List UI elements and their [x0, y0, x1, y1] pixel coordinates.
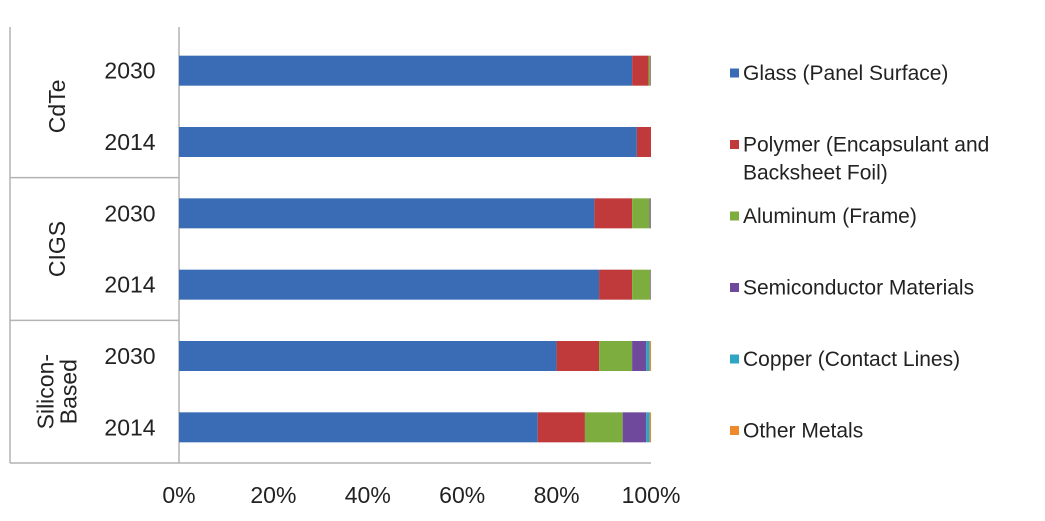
legend-label-line: Semiconductor Materials: [743, 277, 974, 300]
bar-segment: [179, 269, 600, 300]
bar-segment: [594, 198, 633, 229]
bar-segment: [632, 55, 649, 86]
year-tick-label: 2014: [104, 129, 155, 155]
legend-label-line: Backsheet Foil): [743, 162, 888, 185]
group-label-line: CIGS: [44, 221, 70, 277]
year-tick-label: 2014: [104, 272, 155, 298]
bar-segment: [649, 341, 651, 371]
bar-segment: [632, 269, 651, 300]
bar-segment: [648, 55, 651, 86]
bar-segment: [646, 341, 650, 371]
bar-segment: [646, 412, 650, 443]
bar-segment: [179, 127, 637, 157]
x-tick-label: 100%: [622, 482, 681, 508]
bar-segment: [584, 412, 623, 443]
legend-swatch: [730, 354, 739, 364]
legend-label: Other Metals: [743, 420, 863, 443]
bar-segment: [537, 412, 585, 443]
legend-label: Glass (Panel Surface): [743, 62, 948, 85]
group-label-line: CdTe: [44, 79, 70, 133]
bar-segment: [649, 198, 651, 229]
bar-segment: [599, 341, 633, 371]
legend-label: Copper (Contact Lines): [743, 348, 960, 371]
legend-swatch: [730, 140, 739, 149]
x-tick-label: 80%: [534, 482, 580, 508]
group-label: CIGS: [44, 221, 70, 277]
legend-label: Semiconductor Materials: [743, 277, 974, 300]
legend-label-line: Copper (Contact Lines): [743, 348, 960, 371]
bar-segment: [622, 412, 647, 443]
bar-segment: [179, 55, 633, 86]
group-label-line: Silicon-: [33, 354, 59, 429]
legend-swatch: [730, 426, 739, 435]
legend-swatch: [730, 211, 739, 221]
group-label-line: Based: [56, 359, 82, 424]
year-tick-label: 2030: [104, 200, 155, 226]
bar-segment: [599, 269, 633, 300]
legend-swatch: [730, 68, 739, 78]
year-tick-label: 2014: [104, 414, 155, 440]
legend-label: Polymer (Encapsulant and Backsheet Foil): [743, 134, 989, 185]
x-tick-label: 60%: [439, 482, 485, 508]
legend-swatch: [730, 283, 739, 292]
x-tick-label: 40%: [345, 482, 391, 508]
x-tick-label: 20%: [250, 482, 296, 508]
group-label: CdTe: [44, 79, 70, 133]
bar-segment: [632, 341, 647, 371]
bar-segment: [179, 198, 595, 229]
bar-segment: [632, 198, 650, 229]
bar-segment: [556, 341, 600, 371]
legend-label-line: Glass (Panel Surface): [743, 62, 948, 85]
year-tick-label: 2030: [104, 343, 155, 369]
x-tick-label: 0%: [162, 482, 195, 508]
year-tick-label: 2030: [104, 58, 155, 84]
legend-label-line: Polymer (Encapsulant and: [743, 134, 989, 157]
group-label: Silicon-Based: [33, 354, 82, 429]
bar-segment: [179, 412, 538, 443]
bar-segment: [179, 341, 557, 371]
bar-segment: [636, 127, 651, 157]
bar-segment: [649, 412, 651, 443]
legend-label-line: Other Metals: [743, 420, 863, 443]
legend-label-line: Aluminum (Frame): [743, 205, 917, 228]
legend-label: Aluminum (Frame): [743, 205, 917, 228]
